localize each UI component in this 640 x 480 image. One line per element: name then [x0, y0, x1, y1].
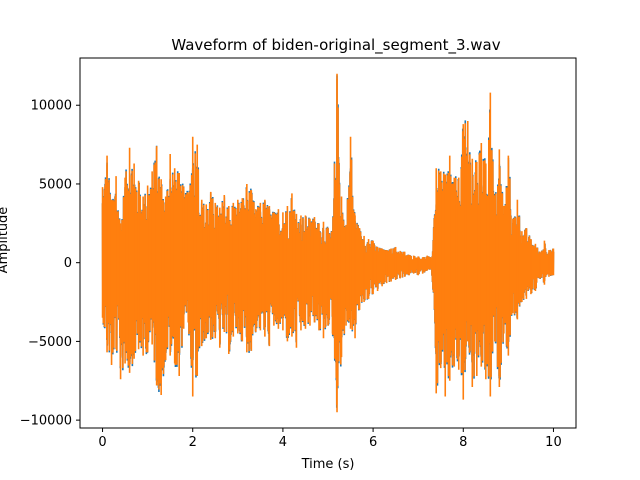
- x-axis-label: Time (s): [301, 457, 355, 472]
- y-tick-label: −10000: [20, 414, 72, 429]
- x-ticks: 0 2 4 6 8 10: [98, 428, 562, 450]
- series-layer: [101, 73, 555, 413]
- y-tick-label: 10000: [31, 99, 72, 114]
- x-tick-label: 4: [279, 435, 287, 450]
- x-tick-label: 2: [189, 435, 197, 450]
- y-tick-label: 0: [64, 256, 72, 271]
- y-ticks: −10000 −5000 0 5000 10000: [20, 99, 80, 429]
- x-tick-label: 0: [98, 435, 106, 450]
- chart-title: Waveform of biden-original_segment_3.wav: [171, 36, 500, 55]
- y-tick-label: 5000: [39, 177, 72, 192]
- y-tick-label: −5000: [28, 335, 72, 350]
- x-tick-label: 6: [369, 435, 377, 450]
- axes-frame: [79, 57, 577, 429]
- x-tick-label: 8: [459, 435, 467, 450]
- x-tick-label: 10: [545, 435, 562, 450]
- y-axis-label: Amplitude: [0, 207, 11, 274]
